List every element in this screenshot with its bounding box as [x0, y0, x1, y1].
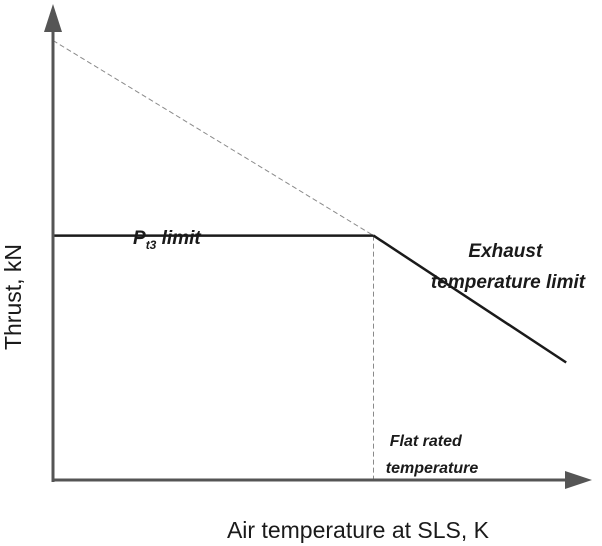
pt3-limit-text: limit: [156, 228, 201, 249]
flat-rated-annotation: Flat rated temperature: [386, 433, 479, 477]
exhaust-temperature-limit-line: [372, 234, 567, 364]
y-axis-label: Thrust, kN: [0, 244, 26, 350]
pt3-limit-subscript: t3: [146, 238, 157, 252]
exhaust-limit-line-2: temperature limit: [431, 272, 586, 293]
x-axis-arrowhead: [565, 471, 592, 489]
pt3-limit-base: P: [133, 228, 146, 249]
pt3-limit-annotation: Pt3 limit: [133, 228, 201, 252]
flat-rated-line-1: Flat rated: [390, 433, 463, 450]
guide-lines: [52, 40, 374, 480]
x-axis-label: Air temperature at SLS, K: [227, 517, 490, 543]
exhaust-limit-annotation: Exhaust temperature limit: [431, 241, 586, 293]
exhaust-limit-line-1: Exhaust: [468, 241, 543, 262]
flat-rated-line-2: temperature: [386, 460, 479, 477]
limit-lines: [53, 234, 567, 364]
y-axis-arrowhead: [44, 4, 62, 32]
guide-line-1: [52, 40, 374, 237]
